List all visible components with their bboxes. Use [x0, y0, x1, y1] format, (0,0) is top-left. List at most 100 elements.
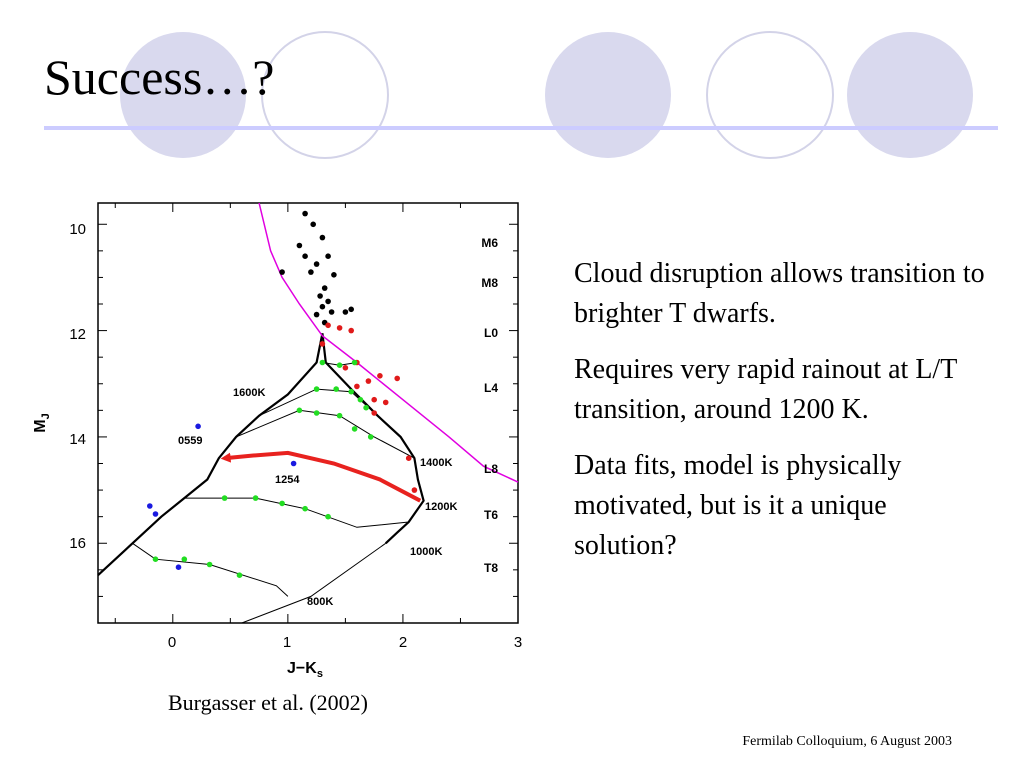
data-point: [252, 495, 259, 501]
y-tick-label: 10: [69, 221, 86, 238]
plot-frame: [97, 202, 519, 624]
figure-caption: Burgasser et al. (2002): [168, 690, 368, 715]
data-point: [152, 511, 159, 517]
data-point: [313, 410, 320, 416]
deco-circle-outline: [706, 31, 834, 159]
bullet-list: Cloud disruption allows transition to br…: [574, 254, 994, 582]
data-point: [308, 269, 314, 275]
data-point: [336, 412, 343, 419]
data-point: [328, 309, 335, 315]
y-tick-label: 14: [69, 431, 86, 448]
x-tick-label: 0: [168, 634, 176, 651]
deco-circle-filled: [545, 32, 671, 158]
data-point: [319, 303, 326, 310]
spectral-type-label: L0: [484, 326, 498, 340]
x-tick-label: 2: [399, 634, 407, 651]
object-label: 0559: [178, 435, 202, 447]
x-tick-label: 3: [514, 634, 522, 651]
data-point: [206, 561, 213, 568]
data-point: [342, 309, 349, 315]
spectral-type-label: T8: [484, 561, 498, 575]
data-points: [147, 210, 418, 578]
data-point: [367, 434, 374, 440]
header-decoration: [44, 31, 998, 159]
spectral-type-label: L4: [484, 381, 498, 395]
data-point: [317, 293, 323, 299]
data-point: [325, 513, 331, 520]
data-point: [394, 375, 401, 382]
transition-arrow: [220, 450, 422, 503]
spectral-type-label: L8: [484, 462, 498, 476]
isotherm-label: 1000K: [410, 546, 442, 558]
isotherm-label: 1600K: [233, 387, 265, 399]
data-point: [313, 261, 320, 267]
color-magnitude-chart: 0 1 2 3 10 12 14 16 J−Ks MJ M6 M8 L0 L4 …: [32, 202, 522, 680]
model-curve: [97, 333, 324, 577]
data-point: [302, 505, 308, 512]
data-point: [181, 556, 188, 562]
data-point: [236, 572, 243, 578]
bullet-item: Cloud disruption allows transition to br…: [574, 258, 985, 329]
data-point: [313, 386, 320, 392]
isotherm-label: 1200K: [425, 501, 457, 513]
data-point: [377, 373, 383, 379]
data-point: [342, 365, 349, 371]
data-point: [310, 221, 317, 228]
deco-circle-outline: [261, 31, 389, 159]
data-point: [321, 285, 328, 291]
data-point: [357, 396, 364, 403]
data-point: [319, 234, 326, 241]
isotherm-line: [241, 542, 386, 624]
spectral-type-label: M8: [481, 276, 498, 290]
data-point: [371, 396, 378, 403]
spectral-type-label: M6: [481, 236, 498, 250]
data-point: [325, 298, 331, 305]
data-point: [175, 564, 182, 570]
x-tick-label: 1: [283, 634, 291, 651]
data-point: [354, 383, 360, 390]
data-point: [333, 386, 340, 392]
data-point: [221, 495, 228, 501]
y-tick-label: 12: [69, 326, 86, 343]
y-tick-label: 16: [69, 535, 86, 552]
data-point: [290, 460, 297, 467]
spectral-type-label: T6: [484, 508, 498, 522]
data-point: [351, 426, 358, 432]
data-point: [348, 388, 355, 395]
data-point: [313, 311, 320, 318]
x-axis-label: J−Ks: [287, 660, 323, 680]
slide-title: Success…?: [44, 49, 275, 105]
data-point: [325, 322, 331, 329]
data-point: [279, 269, 285, 275]
data-point: [411, 487, 418, 493]
data-point: [336, 325, 343, 331]
data-point: [302, 210, 308, 217]
data-point: [348, 327, 355, 334]
data-point: [296, 242, 303, 249]
data-point: [195, 423, 201, 430]
data-point: [302, 253, 308, 259]
data-point: [363, 404, 369, 411]
bullet-item: Requires very rapid rainout at L/T trans…: [574, 354, 957, 425]
axis-ticks: [98, 203, 519, 623]
title-rule: [44, 126, 998, 130]
data-point: [336, 362, 343, 368]
data-point: [296, 407, 303, 414]
data-point: [319, 359, 326, 366]
data-point: [371, 410, 378, 416]
data-point: [319, 341, 326, 347]
bullet-item: Data fits, model is physically motivated…: [574, 450, 902, 561]
data-point: [405, 455, 412, 462]
deco-circle-filled: [847, 32, 973, 158]
data-point: [365, 378, 372, 384]
y-axis-label: MJ: [32, 413, 52, 432]
isotherm-label: 800K: [307, 596, 333, 608]
isotherm-label: 1400K: [420, 457, 452, 469]
data-point: [325, 253, 331, 259]
data-point: [279, 500, 285, 507]
data-point: [152, 556, 159, 562]
data-point: [382, 399, 389, 406]
data-point: [331, 272, 337, 278]
data-point: [147, 503, 153, 509]
data-point: [348, 306, 355, 313]
